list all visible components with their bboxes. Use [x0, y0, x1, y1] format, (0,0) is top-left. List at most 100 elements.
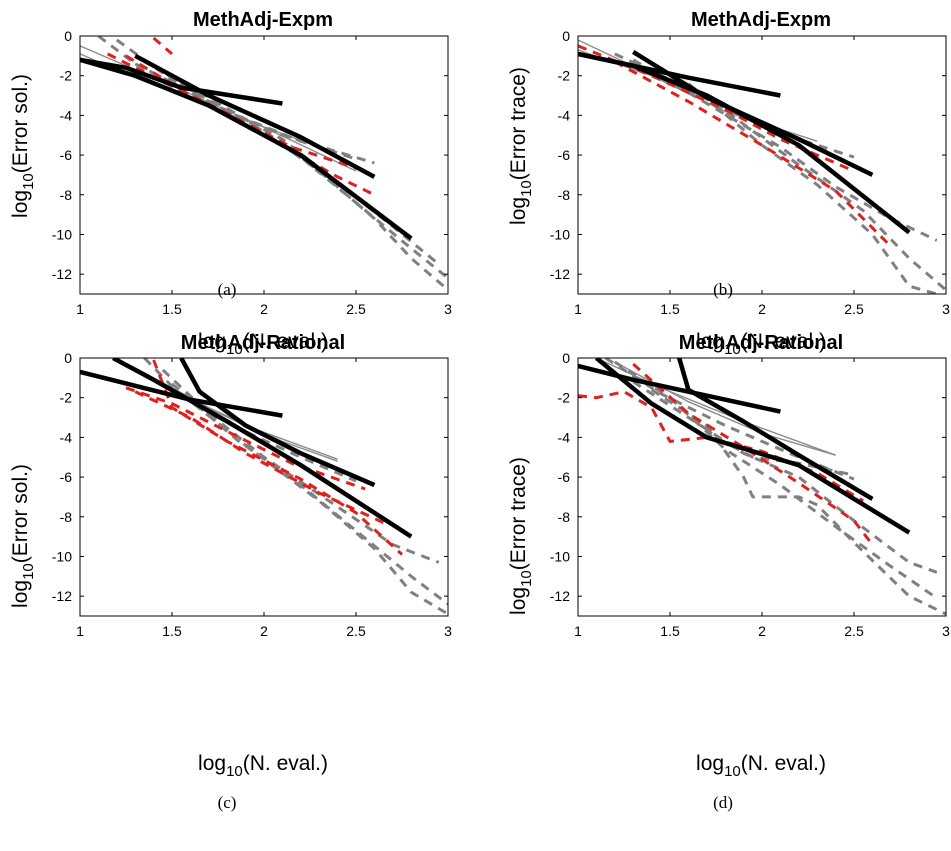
- x-tick-label: 2.5: [346, 301, 366, 317]
- series-line-gray-dash: [659, 66, 946, 292]
- panel-title: MethAdj-Rational: [679, 332, 843, 354]
- y-tick-label: -8: [558, 187, 571, 203]
- series-line-red-dash: [614, 60, 892, 248]
- x-tick-label: 2: [260, 301, 268, 317]
- series-line-black-thick: [677, 358, 874, 501]
- series-line-gray-dash: [687, 82, 938, 294]
- y-axis-label: log10(Error trace): [507, 67, 535, 225]
- y-axis-label: log10(Error sol.): [9, 464, 37, 608]
- y-tick-label: -2: [558, 68, 571, 84]
- panel-d: MethAdj-Rational log10(N. eval.) log10(E…: [507, 332, 950, 812]
- panel-a: MethAdj-Expm log10(N. eval.) log10(Error…: [9, 9, 452, 358]
- series-line-gray-dash: [604, 358, 855, 481]
- series-line-black-thick: [594, 358, 911, 535]
- y-tick-label: 0: [562, 28, 570, 44]
- y-tick-label: -4: [558, 107, 571, 123]
- panel-title: MethAdj-Expm: [691, 9, 831, 31]
- series-line-black-thick: [134, 53, 376, 179]
- axes-box: [577, 35, 947, 295]
- y-tick-label: -10: [52, 226, 72, 242]
- y-tick-label: -4: [558, 429, 571, 445]
- y-axis-label: log10(Error trace): [507, 457, 535, 615]
- y-tick-label: -8: [60, 187, 73, 203]
- series-line-gray-thin: [116, 358, 338, 460]
- x-tick-label: 2.5: [844, 301, 864, 317]
- y-tick-label: -6: [60, 469, 73, 485]
- series-line-red-dash: [632, 362, 874, 546]
- y-tick-label: -10: [52, 548, 72, 564]
- y-tick-label: -2: [60, 390, 73, 406]
- x-tick-label: 3: [942, 301, 950, 317]
- series-line-gray-dash: [115, 38, 357, 161]
- series-line-red-dash: [152, 36, 173, 56]
- panel-caption: (d): [713, 793, 733, 812]
- plot-lines: [80, 358, 448, 616]
- y-tick-label: -12: [550, 588, 570, 604]
- x-tick-label: 2: [758, 301, 766, 317]
- x-tick-label: 1: [574, 623, 582, 639]
- series-line-gray-dash: [152, 64, 448, 280]
- plot-lines: [578, 358, 946, 616]
- x-tick-label: 1.5: [162, 301, 182, 317]
- plot-lines: [578, 39, 946, 294]
- series-line-red-dash: [578, 390, 864, 503]
- y-tick-label: -10: [550, 226, 570, 242]
- x-tick-label: 2.5: [346, 623, 366, 639]
- y-tick-label: -6: [558, 469, 571, 485]
- panel-title: MethAdj-Expm: [193, 9, 333, 31]
- series-line-black-thick: [179, 358, 376, 488]
- series-line-black-thick: [578, 51, 911, 235]
- series-line-gray-dash: [632, 58, 938, 242]
- x-tick-label: 1: [76, 301, 84, 317]
- series-line-red-dash: [152, 359, 404, 556]
- series-line-black-thick: [80, 57, 413, 241]
- plot-lines: [80, 36, 448, 292]
- y-tick-label: -6: [558, 147, 571, 163]
- x-axis-label: log10(N. eval.): [696, 752, 826, 780]
- x-tick-label: 2.5: [844, 623, 864, 639]
- y-tick-label: -12: [52, 266, 72, 282]
- series-line-black-thick: [80, 57, 283, 106]
- y-tick-label: -2: [60, 68, 73, 84]
- x-tick-label: 1.5: [660, 623, 680, 639]
- y-tick-label: -2: [558, 390, 571, 406]
- y-tick-label: -10: [550, 548, 570, 564]
- y-tick-label: -8: [60, 509, 73, 525]
- y-tick-label: -4: [60, 429, 73, 445]
- series-line-gray-dash: [171, 74, 448, 292]
- series-line-red-dash: [125, 386, 366, 491]
- series-line-black-thick: [578, 363, 781, 414]
- panel-c: MethAdj-Rational log10(N. eval.) log10(E…: [9, 332, 452, 812]
- x-axis-label: log10(N. eval.): [198, 330, 328, 358]
- x-tick-label: 3: [444, 623, 452, 639]
- series-line-gray-dash: [171, 382, 448, 606]
- panel-title: MethAdj-Rational: [181, 332, 345, 354]
- x-axis-label: log10(N. eval.): [198, 752, 328, 780]
- panel-b: MethAdj-Expm log10(N. eval.) log10(Error…: [507, 9, 950, 358]
- panel-caption: (c): [218, 793, 237, 812]
- x-tick-label: 2: [260, 623, 268, 639]
- series-line-gray-dash: [97, 36, 375, 165]
- y-tick-label: 0: [562, 350, 570, 366]
- x-tick-label: 1.5: [162, 623, 182, 639]
- series-line-gray-thin: [596, 358, 836, 456]
- y-tick-label: -4: [60, 107, 73, 123]
- panel-caption: (b): [713, 280, 733, 299]
- y-tick-label: 0: [64, 28, 72, 44]
- x-tick-label: 1: [574, 301, 582, 317]
- series-line-gray-dash: [632, 380, 938, 574]
- series-line-black-thick: [632, 49, 874, 177]
- y-tick-label: 0: [64, 350, 72, 366]
- axes-box: [79, 357, 449, 617]
- panel-caption: (a): [218, 280, 237, 299]
- x-tick-label: 1: [76, 623, 84, 639]
- x-tick-label: 3: [444, 301, 452, 317]
- x-tick-label: 2: [758, 623, 766, 639]
- x-tick-label: 3: [942, 623, 950, 639]
- y-axis-label: log10(Error sol.): [9, 74, 37, 218]
- series-line-black-thick: [112, 358, 413, 539]
- series-line-red-dash: [134, 390, 385, 525]
- y-tick-label: -12: [550, 266, 570, 282]
- series-line-black-thick: [80, 369, 283, 418]
